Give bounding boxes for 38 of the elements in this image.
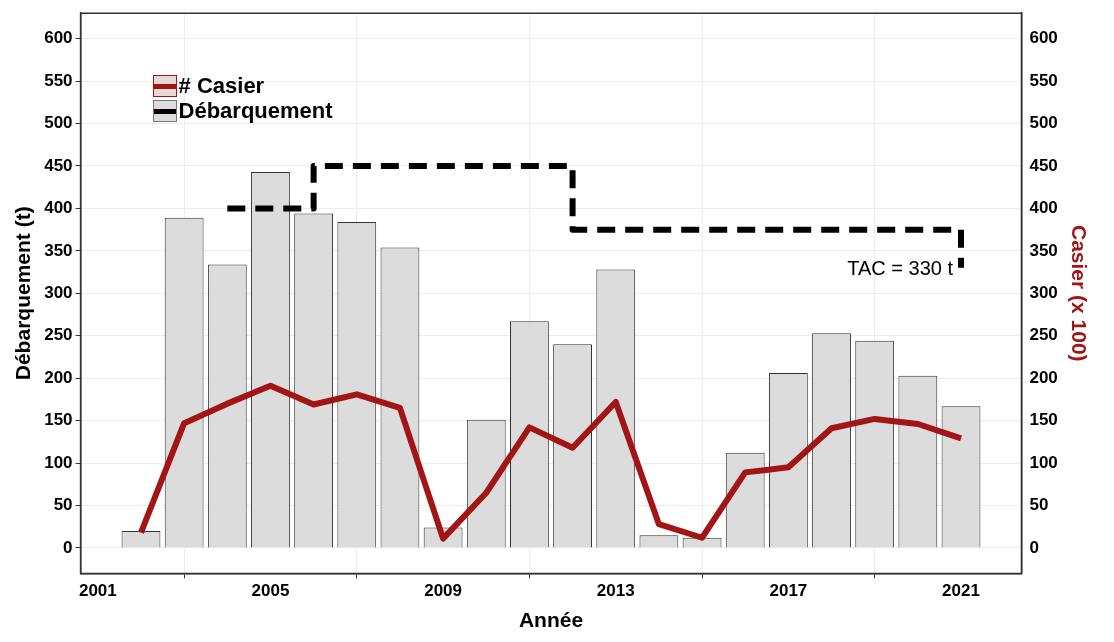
y-tick-label: 350 <box>44 240 73 260</box>
annotation: TAC = 330 t <box>847 257 954 280</box>
x-tick-label: 2013 <box>596 581 635 601</box>
x-axis-title: Année <box>518 608 584 632</box>
y-tick-label: 400 <box>44 198 73 218</box>
y-tick-label: 0 <box>63 537 73 557</box>
y2-tick-label: 300 <box>1029 282 1058 302</box>
y-tick-label: 550 <box>44 70 73 90</box>
y-tick-label: 250 <box>44 325 73 345</box>
x-tick-label: 2005 <box>251 581 290 601</box>
y2-tick-label: 100 <box>1029 452 1058 472</box>
y2-tick-label: 0 <box>1029 537 1039 557</box>
y-tick-label: 600 <box>44 28 73 48</box>
y-tick-label: 500 <box>44 113 73 133</box>
y-tick-label: 200 <box>44 367 73 387</box>
y-tick-label: 150 <box>44 410 73 430</box>
y2-axis-title: Casier (x 100) <box>1067 225 1091 362</box>
y-axis-title: Débarquement (t) <box>11 206 35 381</box>
y2-tick-label: 500 <box>1029 113 1058 133</box>
y2-tick-label: 200 <box>1029 367 1058 387</box>
y2-tick-label: 450 <box>1029 155 1058 175</box>
y2-tick-label: 400 <box>1029 198 1058 218</box>
legend-label: Débarquement <box>178 98 333 124</box>
y-tick-label: 450 <box>44 155 73 175</box>
x-tick-label: 2017 <box>769 581 808 601</box>
y2-tick-label: 550 <box>1029 70 1058 90</box>
x-tick-label: 2001 <box>78 581 117 601</box>
y2-tick-label: 50 <box>1029 495 1049 515</box>
legend-label: # Casier <box>178 73 265 99</box>
y-tick-label: 300 <box>44 282 73 302</box>
y-tick-label: 50 <box>53 495 73 515</box>
y2-tick-label: 250 <box>1029 325 1058 345</box>
x-tick-label: 2021 <box>942 581 980 601</box>
x-tick-label: 2009 <box>424 581 463 601</box>
y2-tick-label: 350 <box>1029 240 1058 260</box>
y-tick-label: 100 <box>44 452 73 472</box>
y2-tick-label: 600 <box>1029 28 1058 48</box>
y2-tick-label: 150 <box>1029 410 1058 430</box>
